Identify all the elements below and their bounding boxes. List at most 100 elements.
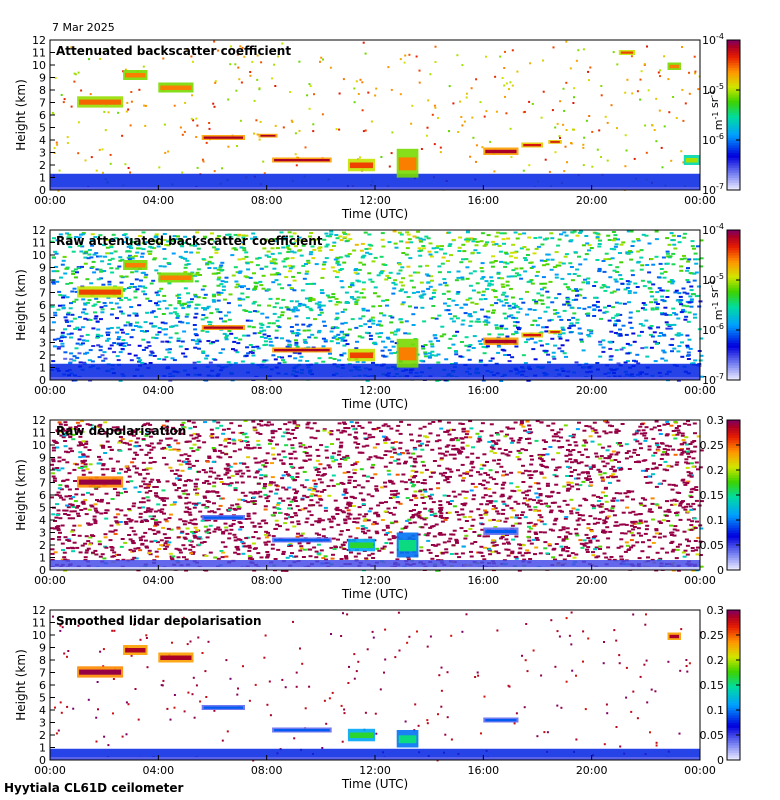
y-tick-label: 8 (39, 84, 46, 97)
cloud-core-5 (349, 542, 373, 549)
cloud-core-2 (79, 289, 122, 295)
x-tick-label: 00:00 (34, 764, 66, 777)
colorbar-step (727, 322, 740, 326)
colorbar-step (727, 507, 740, 511)
colorbar-step (727, 560, 740, 563)
cloud-core-6 (260, 134, 276, 137)
colorbar-step (727, 685, 740, 688)
colorbar-step (727, 747, 740, 751)
x-axis-label: Time (UTC) (341, 777, 408, 791)
colorbar-step (727, 167, 740, 171)
y-tick-label: 6 (39, 489, 46, 502)
y-tick-label: 7 (39, 97, 46, 110)
colorbar-step (727, 185, 740, 188)
colorbar-step (727, 745, 740, 748)
colorbar-step (727, 145, 740, 148)
cloud-core-9 (485, 339, 517, 344)
colorbar-step (727, 667, 740, 671)
x-tick-label: 16:00 (467, 764, 499, 777)
y-tick-label: 2 (39, 349, 46, 362)
colorbar-step (727, 105, 740, 108)
colorbar-step (727, 627, 740, 631)
colorbar-step (727, 517, 740, 521)
colorbar-step (727, 735, 740, 738)
y-tick-label: 2 (39, 729, 46, 742)
y-tick-label: 9 (39, 642, 46, 655)
colorbar-step (727, 422, 740, 426)
colorbar-step (727, 140, 740, 143)
x-tick-label: 16:00 (467, 384, 499, 397)
x-tick-label: 16:00 (467, 194, 499, 207)
colorbar-step (727, 280, 740, 283)
colorbar-frame (726, 229, 741, 381)
colorbar-step (727, 730, 740, 733)
colorbar-step (727, 435, 740, 438)
colorbar-step (727, 242, 740, 246)
colorbar-step (727, 442, 740, 446)
x-tick-label: 08:00 (251, 194, 283, 207)
plot-date: 7 Mar 2025 (52, 21, 115, 34)
x-tick-label: 04:00 (142, 574, 174, 587)
colorbar-step (727, 275, 740, 278)
colorbar-step (727, 265, 740, 268)
y-tick-label: 6 (39, 299, 46, 312)
colorbar-step (727, 420, 740, 423)
colorbar-step (727, 165, 740, 168)
colorbar-step (727, 635, 740, 638)
instrument-label: Hyytiala CL61D ceilometer (4, 781, 184, 795)
colorbar-step (727, 475, 740, 478)
y-tick-label: 11 (32, 47, 46, 60)
colorbar-step (727, 742, 740, 746)
y-tick-label: 8 (39, 654, 46, 667)
colorbar-tick-label: 10-4 (702, 32, 724, 47)
colorbar-tick-label: 0.3 (707, 604, 725, 617)
colorbar-step (727, 345, 740, 348)
colorbar-step (727, 47, 740, 51)
colorbar-step (727, 367, 740, 371)
colorbar-step (727, 252, 740, 256)
y-tick-label: 1 (39, 742, 46, 755)
y-axis-label: Height (km) (14, 649, 28, 720)
colorbar-step (727, 172, 740, 176)
cloud-core-10 (485, 149, 517, 154)
colorbar-step (727, 515, 740, 518)
y-tick-label: 7 (39, 667, 46, 680)
colorbar-step (727, 670, 740, 673)
colorbar-step (727, 170, 740, 173)
colorbar-step (727, 302, 740, 306)
cloud-core-2 (79, 99, 122, 105)
colorbar-step (727, 467, 740, 471)
colorbar-step (727, 182, 740, 186)
colorbar-step (727, 327, 740, 331)
cloud-core-7 (349, 732, 373, 739)
colorbar-step (727, 317, 740, 321)
colorbar-step (727, 132, 740, 136)
x-tick-label: 12:00 (359, 574, 391, 587)
cloud-core-3 (125, 648, 146, 653)
colorbar-step (727, 362, 740, 366)
x-axis: 00:00 04:00 08:00 12:00 16:00 20:00 00:00 (34, 755, 716, 777)
panel-title: Raw depolarisation (56, 424, 186, 438)
colorbar-step (727, 640, 740, 643)
colorbar-step (727, 545, 740, 548)
colorbar-step (727, 677, 740, 681)
colorbar-step (727, 315, 740, 318)
colorbar-tick-label: 10-5 (702, 82, 724, 97)
colorbar-step (727, 755, 740, 758)
colorbar-step (727, 160, 740, 163)
y-tick-label: 8 (39, 274, 46, 287)
colorbar-step (727, 660, 740, 663)
cloud-core-7 (485, 529, 517, 534)
colorbar-step (727, 277, 740, 281)
x-tick-label: 00:00 (684, 384, 716, 397)
y-tick-label: 6 (39, 679, 46, 692)
colorbar: 0 0.05 0.1 0.15 0.2 0.25 0.3 (700, 604, 741, 767)
y-tick-label: 2 (39, 159, 46, 172)
y-tick-label: 11 (32, 427, 46, 440)
y-tick-label: 1 (39, 362, 46, 375)
colorbar-tick-label: 10-6 (702, 132, 724, 147)
boundary-layer (50, 748, 700, 760)
colorbar-step (727, 52, 740, 56)
colorbar-step (727, 740, 740, 743)
colorbar-step (727, 465, 740, 468)
